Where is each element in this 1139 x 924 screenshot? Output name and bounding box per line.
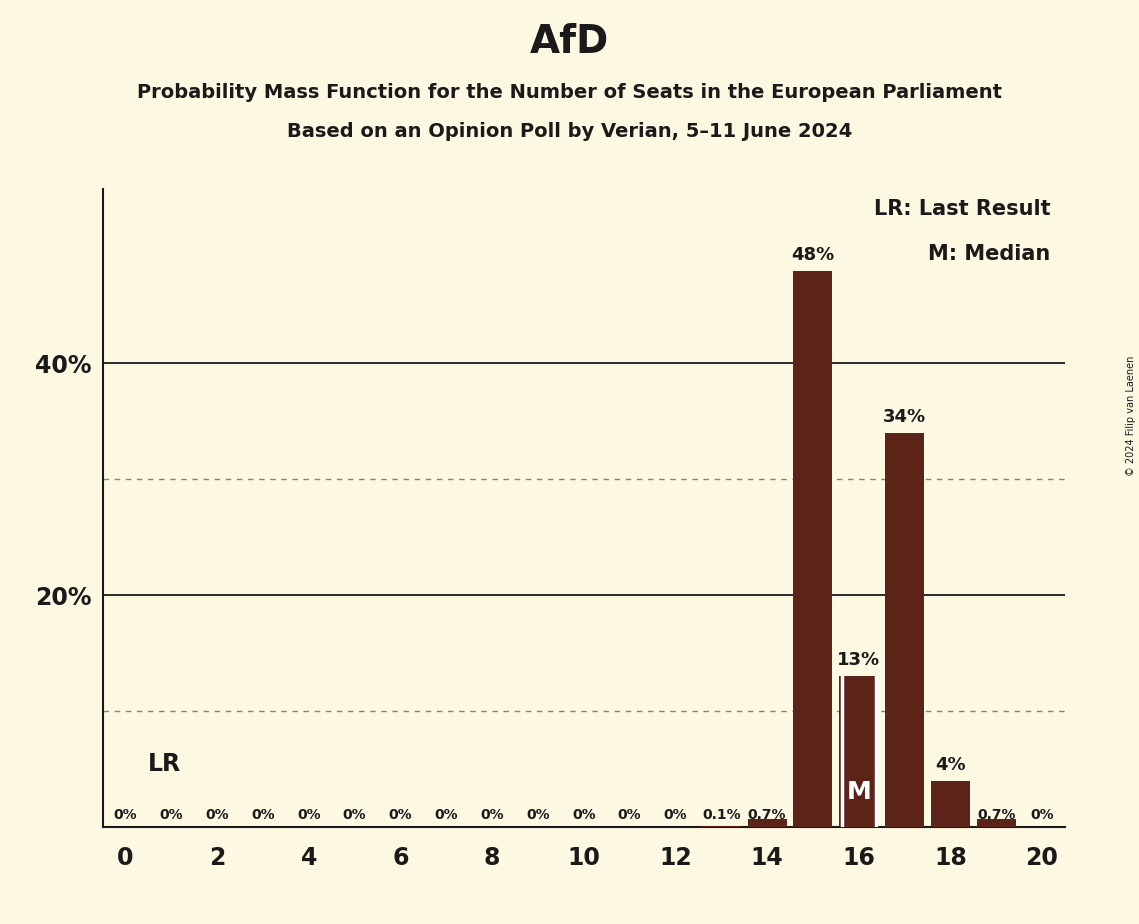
- Bar: [794, 271, 833, 827]
- Text: 0%: 0%: [572, 808, 596, 822]
- Text: 0.7%: 0.7%: [748, 808, 786, 822]
- Text: 0.1%: 0.1%: [702, 808, 740, 822]
- Text: 0%: 0%: [1031, 808, 1054, 822]
- Text: Based on an Opinion Poll by Verian, 5–11 June 2024: Based on an Opinion Poll by Verian, 5–11…: [287, 122, 852, 141]
- Text: Probability Mass Function for the Number of Seats in the European Parliament: Probability Mass Function for the Number…: [137, 83, 1002, 103]
- Bar: [747, 819, 787, 827]
- Text: 34%: 34%: [883, 407, 926, 426]
- Text: 4%: 4%: [935, 756, 966, 773]
- Text: 0%: 0%: [114, 808, 137, 822]
- Bar: [702, 826, 740, 827]
- Text: M: Median: M: Median: [928, 244, 1050, 263]
- Bar: [839, 676, 878, 827]
- Text: 48%: 48%: [792, 246, 835, 263]
- Text: AfD: AfD: [530, 23, 609, 61]
- Text: 13%: 13%: [837, 651, 880, 669]
- Text: 0%: 0%: [388, 808, 412, 822]
- Text: 0%: 0%: [297, 808, 320, 822]
- Text: M: M: [846, 780, 871, 804]
- Text: 0%: 0%: [664, 808, 687, 822]
- Text: LR: LR: [148, 751, 181, 775]
- Bar: [885, 432, 924, 827]
- Text: LR: Last Result: LR: Last Result: [874, 199, 1050, 219]
- Text: 0%: 0%: [526, 808, 550, 822]
- Text: 0%: 0%: [481, 808, 503, 822]
- Bar: [931, 781, 970, 827]
- Text: 0%: 0%: [251, 808, 274, 822]
- Text: 0%: 0%: [617, 808, 641, 822]
- Bar: [977, 819, 1016, 827]
- Text: 0.7%: 0.7%: [977, 808, 1016, 822]
- Text: © 2024 Filip van Laenen: © 2024 Filip van Laenen: [1126, 356, 1136, 476]
- Text: 0%: 0%: [434, 808, 458, 822]
- Text: 0%: 0%: [159, 808, 183, 822]
- Text: 0%: 0%: [205, 808, 229, 822]
- Text: 0%: 0%: [343, 808, 367, 822]
